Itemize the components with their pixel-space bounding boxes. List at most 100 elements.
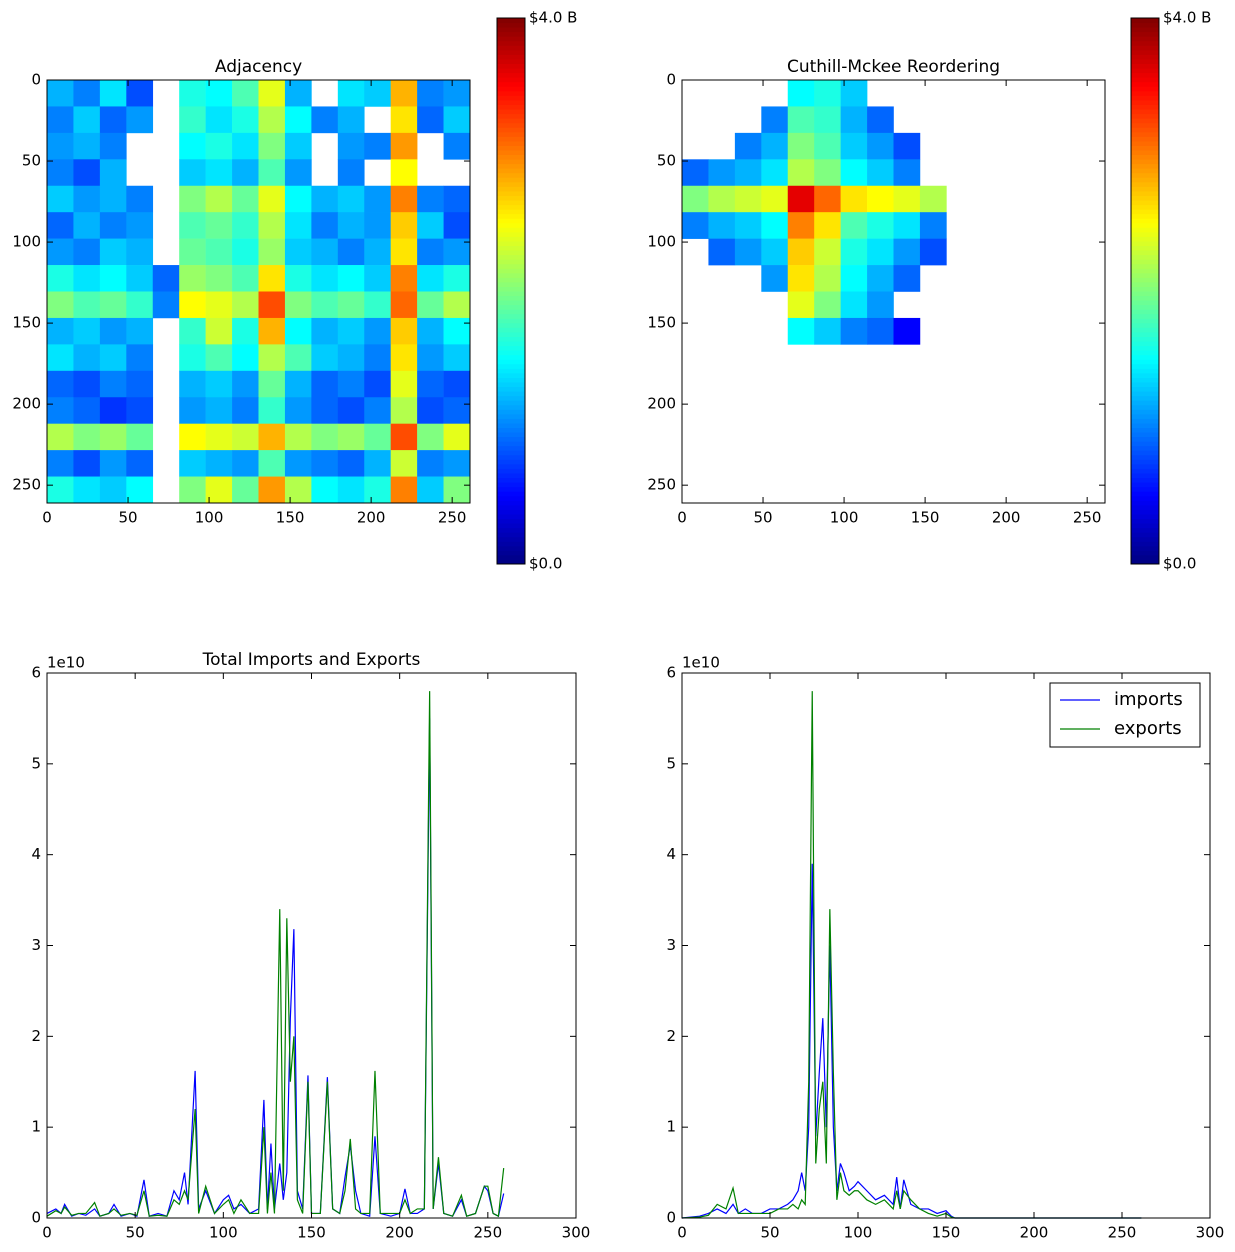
x-tick-label: 250 xyxy=(1073,509,1102,527)
heatmap-cell xyxy=(205,476,233,504)
heatmap-cell xyxy=(205,317,233,345)
colorbar-swatch xyxy=(497,227,525,233)
colorbar-swatch xyxy=(1131,86,1159,92)
colorbar-swatch xyxy=(497,541,525,547)
colorbar-tick-label: $0.0 xyxy=(529,555,562,573)
heatmap-cell xyxy=(840,238,868,266)
heatmap-cell xyxy=(364,317,391,345)
colorbar-swatch xyxy=(497,209,525,215)
heatmap-cell xyxy=(787,291,815,319)
colorbar-swatch xyxy=(1131,204,1159,210)
colorbar-swatch xyxy=(1131,436,1159,442)
heatmap-cell xyxy=(893,317,921,345)
colorbar-swatch xyxy=(1131,136,1159,142)
heatmap-cell xyxy=(73,423,101,451)
colorbar-swatch xyxy=(497,386,525,392)
y-tick-label: 200 xyxy=(12,395,41,413)
heatmap-cell xyxy=(337,423,365,451)
heatmap-cell xyxy=(814,106,841,134)
colorbar-swatch xyxy=(497,327,525,333)
heatmap-cell xyxy=(787,317,815,345)
colorbar-swatch xyxy=(497,313,525,319)
x-tick-label: 0 xyxy=(42,1224,52,1242)
colorbar-swatch xyxy=(1131,491,1159,497)
heatmap-cell xyxy=(390,476,418,504)
heatmap-cell xyxy=(364,370,391,398)
colorbar-swatch xyxy=(1131,486,1159,492)
heatmap-cell xyxy=(734,159,762,187)
colorbar-swatch xyxy=(497,68,525,74)
heatmap-cell xyxy=(390,106,418,134)
heatmap-cell xyxy=(99,370,127,398)
colorbar-swatch xyxy=(497,49,525,55)
heatmap-cell xyxy=(126,450,154,477)
colorbar-swatch xyxy=(1131,463,1159,469)
heatmap-cell xyxy=(99,80,127,107)
heatmap-cell xyxy=(284,370,312,398)
heatmap-cell xyxy=(258,476,286,504)
y-tick-label: 6 xyxy=(31,664,41,682)
heatmap-cell xyxy=(73,291,101,319)
colorbar-swatch xyxy=(1131,372,1159,378)
colorbar-swatch xyxy=(497,345,525,351)
colorbar-swatch xyxy=(497,532,525,538)
colorbar-swatch xyxy=(1131,518,1159,524)
heatmap-cell xyxy=(205,80,233,107)
colorbar-swatch xyxy=(1131,140,1159,146)
colorbar-swatch xyxy=(1131,190,1159,196)
heatmap-cell xyxy=(814,185,841,213)
axis-offset-label: 1e10 xyxy=(682,654,720,672)
colorbar-swatch xyxy=(497,391,525,397)
colorbar-swatch xyxy=(497,136,525,142)
colorbar-swatch xyxy=(497,500,525,506)
colorbar-frame xyxy=(1130,17,1160,565)
colorbar-swatch xyxy=(1131,250,1159,256)
heatmap-cell xyxy=(47,397,74,424)
colorbar-swatch xyxy=(1131,441,1159,447)
colorbar-swatch xyxy=(497,304,525,310)
heatmap-cell xyxy=(867,265,894,292)
heatmap-cell xyxy=(417,106,444,134)
x-tick-label: 50 xyxy=(118,509,137,527)
colorbar-swatch xyxy=(497,99,525,105)
colorbar-swatch xyxy=(497,277,525,283)
heatmap-cell xyxy=(814,80,841,107)
colorbar-swatch xyxy=(497,545,525,551)
series-line xyxy=(46,691,505,1218)
heatmap-cell xyxy=(311,450,339,477)
heatmap-cell xyxy=(867,159,894,187)
x-tick-label: 100 xyxy=(195,509,224,527)
y-tick-label: 3 xyxy=(666,936,676,954)
colorbar-swatch xyxy=(497,504,525,510)
heatmap-cell xyxy=(417,370,444,398)
heatmap-cell xyxy=(443,450,471,477)
heatmap-cell xyxy=(205,265,233,292)
colorbar-swatch xyxy=(497,186,525,192)
colorbar-swatch xyxy=(497,473,525,479)
colorbar-swatch xyxy=(1131,322,1159,328)
heatmap-cell xyxy=(232,370,259,398)
colorbar-swatch xyxy=(1131,318,1159,324)
colorbar-swatch xyxy=(1131,450,1159,456)
heatmap-cell xyxy=(337,450,365,477)
colorbar-swatch xyxy=(497,432,525,438)
heatmap-cell xyxy=(919,212,947,239)
colorbar-swatch xyxy=(497,90,525,96)
colorbar-swatch xyxy=(1131,58,1159,64)
y-tick-label: 150 xyxy=(12,314,41,332)
heatmap-cell xyxy=(867,238,894,266)
heatmap-cell xyxy=(284,397,312,424)
heatmap-cell xyxy=(179,476,206,504)
colorbar-swatch xyxy=(1131,49,1159,55)
colorbar-swatch xyxy=(497,350,525,356)
y-tick-label: 5 xyxy=(666,754,676,772)
colorbar-swatch xyxy=(1131,240,1159,246)
colorbar-swatch xyxy=(497,413,525,419)
heatmap-cell xyxy=(840,265,868,292)
heatmap-cell xyxy=(867,317,894,345)
x-tick-label: 100 xyxy=(844,1224,873,1242)
colorbar-swatch xyxy=(1131,113,1159,119)
colorbar-swatch xyxy=(497,172,525,178)
x-tick-label: 0 xyxy=(677,1224,687,1242)
heatmap-cell xyxy=(232,212,259,239)
